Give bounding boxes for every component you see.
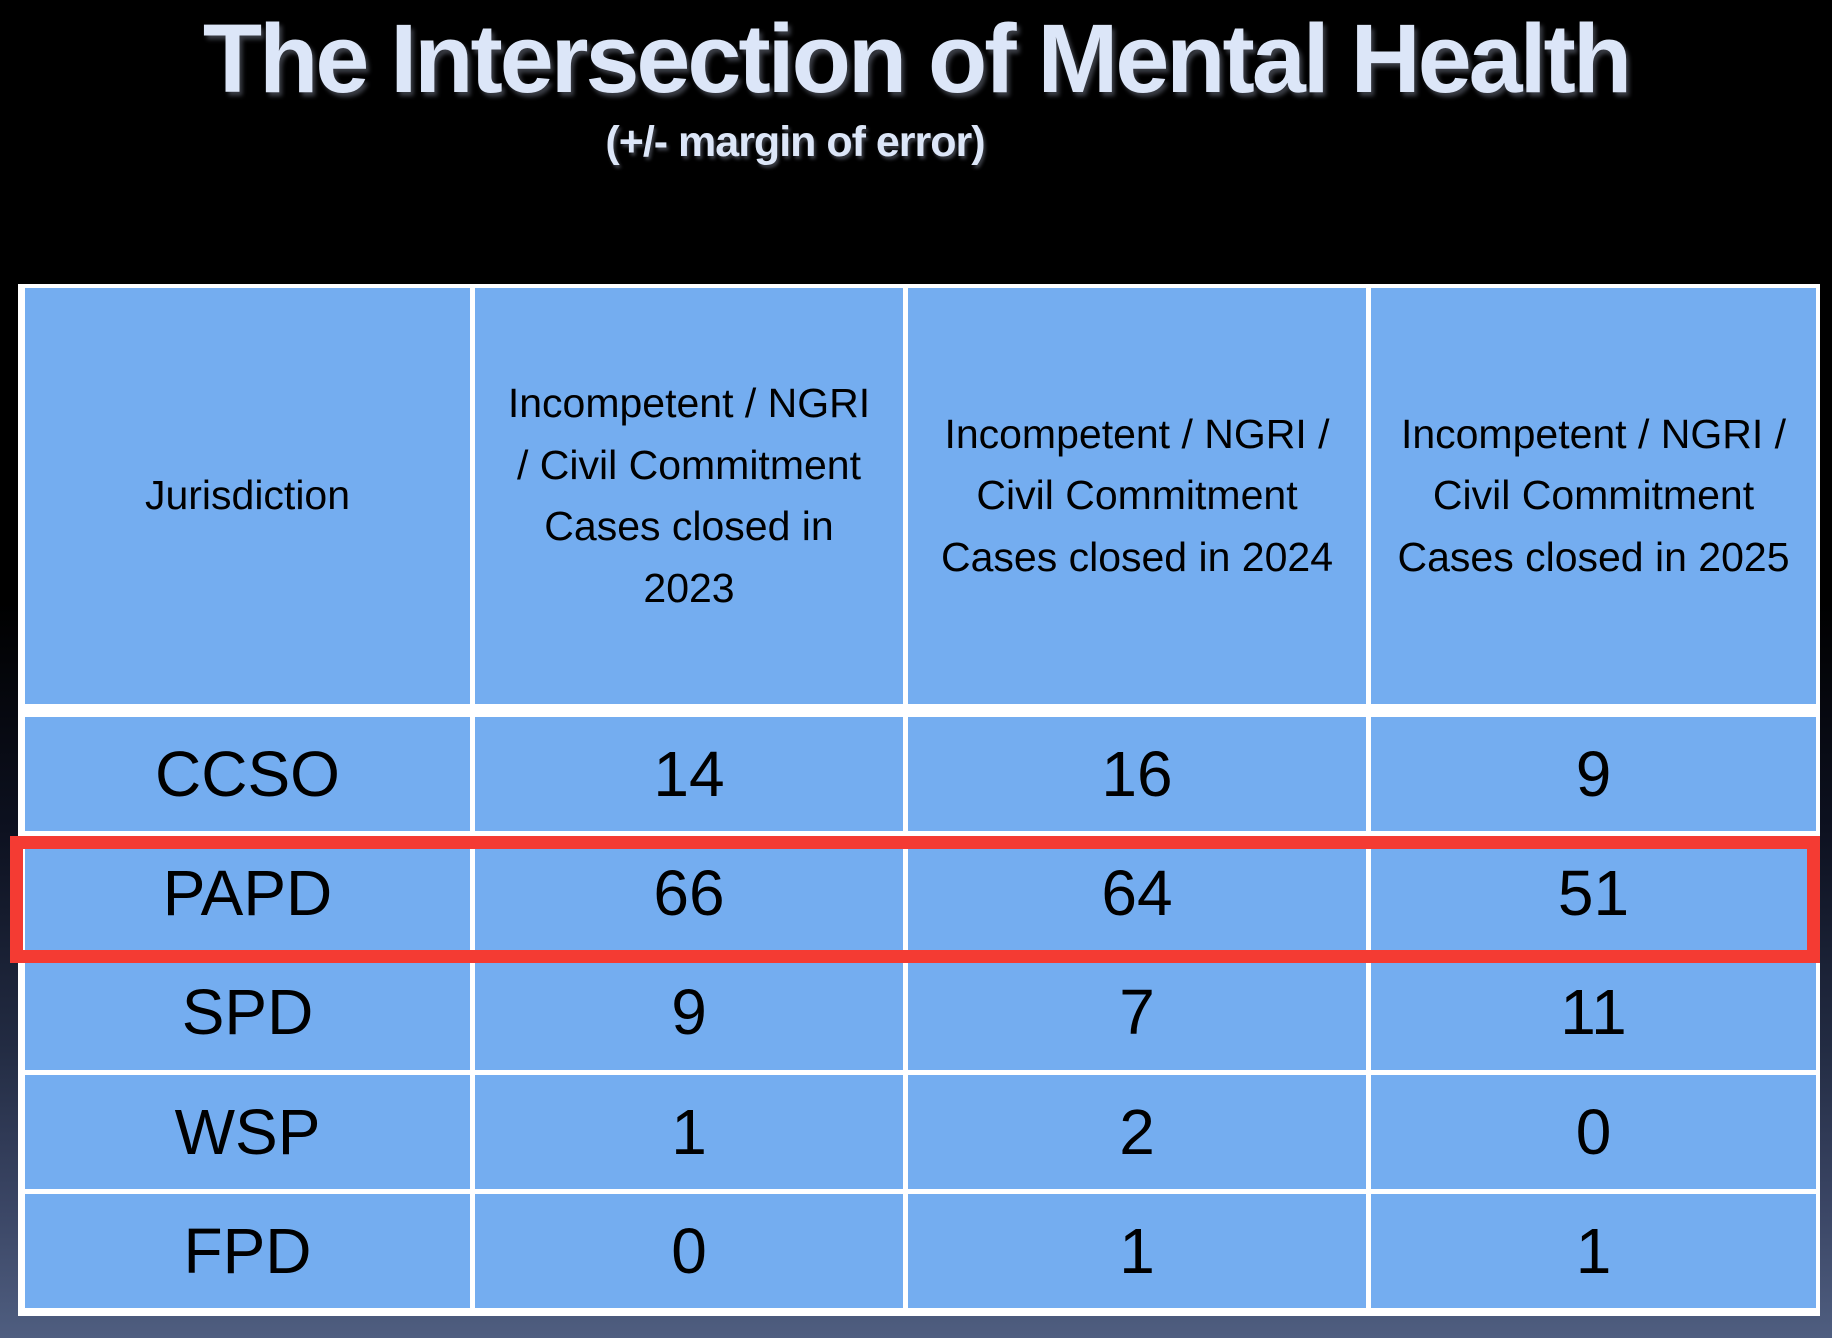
row-label-wsp: WSP: [25, 1074, 470, 1189]
header-cell-cases-2025: Incompetent / NGRI / Civil Commitment Ca…: [1371, 288, 1816, 712]
cell-wsp-2023: 1: [475, 1074, 903, 1189]
slide-title: The Intersection of Mental Health: [202, 4, 1632, 113]
header-cell-jurisdiction: Jurisdiction: [25, 288, 470, 712]
cell-fpd-2023: 0: [475, 1193, 903, 1308]
cell-spd-2024: 7: [908, 955, 1366, 1070]
cell-papd-2024: 64: [908, 836, 1366, 951]
cell-ccso-2025: 9: [1371, 717, 1816, 832]
cell-spd-2025: 11: [1371, 955, 1816, 1070]
row-label-papd: PAPD: [25, 836, 470, 951]
cell-papd-2025: 51: [1371, 836, 1816, 951]
header-cell-cases-2023: Incompetent / NGRI / Civil Commitment Ca…: [475, 288, 903, 712]
jurisdiction-cases-table: Jurisdiction Incompetent / NGRI / Civil …: [18, 284, 1820, 1316]
cell-papd-2023: 66: [475, 836, 903, 951]
cell-ccso-2024: 16: [908, 717, 1366, 832]
header-cell-cases-2024: Incompetent / NGRI / Civil Commitment Ca…: [908, 288, 1366, 712]
cell-fpd-2025: 1: [1371, 1193, 1816, 1308]
row-label-fpd: FPD: [25, 1193, 470, 1308]
cell-ccso-2023: 14: [475, 717, 903, 832]
cell-fpd-2024: 1: [908, 1193, 1366, 1308]
cell-wsp-2024: 2: [908, 1074, 1366, 1189]
cell-wsp-2025: 0: [1371, 1074, 1816, 1189]
cell-spd-2023: 9: [475, 955, 903, 1070]
slide-subtitle: (+/- margin of error): [605, 118, 985, 166]
row-label-spd: SPD: [25, 955, 470, 1070]
row-label-ccso: CCSO: [25, 717, 470, 832]
